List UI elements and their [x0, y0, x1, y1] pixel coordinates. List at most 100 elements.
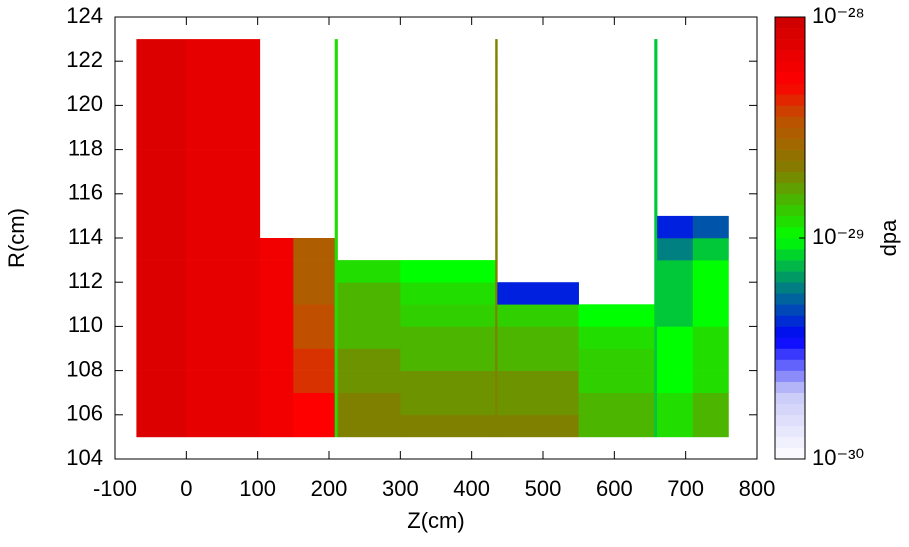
heatmap-cell [654, 83, 658, 106]
y-tick-label: 114 [68, 224, 103, 249]
colorbar-band [775, 94, 805, 106]
heatmap-cell [334, 215, 338, 239]
heatmap-cell [334, 39, 338, 62]
heatmap-cell [495, 149, 498, 172]
heatmap-cell [400, 282, 496, 305]
colorbar-band [775, 249, 805, 261]
colorbar-band [775, 425, 805, 438]
heatmap-cell [495, 127, 498, 150]
heatmap-cell [136, 193, 187, 217]
heatmap-cell [186, 127, 261, 150]
heatmap-cell [186, 260, 261, 283]
x-axis-label: Z(cm) [407, 508, 464, 533]
heatmap-cell [259, 414, 294, 438]
heatmap-cell [692, 215, 729, 239]
colorbar-band [775, 160, 805, 172]
x-tick-label: 600 [596, 476, 633, 501]
heatmap-cell [186, 392, 261, 416]
heatmap-cell [654, 215, 658, 239]
heatmap-cell [136, 348, 187, 371]
heatmap-cell [657, 392, 694, 416]
heatmap-cell [400, 260, 496, 283]
colorbar-band [775, 359, 805, 371]
heatmap-cell [337, 326, 401, 349]
heatmap-cell [657, 326, 694, 349]
heatmap-cell [657, 260, 694, 283]
heatmap-cell [495, 193, 498, 217]
y-tick-label: 122 [66, 47, 103, 72]
colorbar-band [775, 116, 805, 128]
y-tick-label: 124 [66, 3, 103, 28]
heatmap-cell [186, 304, 261, 327]
heatmap-cell [692, 282, 729, 305]
heatmap-cell [334, 238, 338, 261]
heatmap-cell [259, 304, 294, 327]
heatmap-cell [293, 348, 336, 371]
colorbar-band [775, 28, 805, 40]
heatmap-cell [334, 326, 338, 349]
heatmap-cell [578, 392, 655, 416]
heatmap-cell [497, 348, 579, 371]
heatmap-cell [334, 83, 338, 106]
y-axis-label: R(cm) [4, 208, 29, 268]
heatmap-cell [578, 304, 655, 327]
colorbar-band [775, 436, 805, 449]
y-tick-label: 118 [68, 135, 103, 160]
colorbar-band [775, 337, 805, 349]
colorbar-band [775, 260, 805, 272]
heatmap-cell [654, 326, 658, 349]
colorbar-band [775, 61, 805, 73]
heatmap-cell [136, 171, 187, 195]
y-tick-label: 112 [68, 268, 103, 293]
colorbar-band [775, 271, 805, 283]
heatmap-cell [337, 260, 401, 283]
colorbar-band [775, 238, 805, 250]
heatmap-cell [654, 149, 658, 172]
heatmap-cell [654, 260, 658, 283]
heatmap-cell [497, 370, 579, 393]
heatmap-cell [136, 326, 187, 349]
x-tick-label: 800 [739, 476, 776, 501]
heatmap-cell [259, 326, 294, 349]
heatmap-cell [495, 370, 498, 393]
heatmap-cell [692, 414, 729, 438]
heatmap-cell [495, 39, 498, 62]
heatmap-cell [186, 39, 261, 62]
colorbar-band [775, 127, 805, 139]
heatmap-cell [186, 193, 261, 217]
heatmap-cell [578, 414, 655, 438]
colorbar-label: dpa [876, 219, 901, 256]
heatmap-cell [186, 149, 261, 172]
heatmap-cell [495, 238, 498, 261]
colorbar-band [775, 381, 805, 393]
heatmap-cell [657, 282, 694, 305]
heatmap-cell [186, 105, 261, 128]
heatmap-cell [293, 414, 336, 438]
heatmap-cell [654, 304, 658, 327]
heatmap-cell [654, 171, 658, 195]
heatmap-cell [495, 83, 498, 106]
colorbar-band [775, 39, 805, 51]
y-tick-label: 104 [66, 445, 103, 470]
y-tick-label: 116 [68, 180, 103, 205]
heatmap-cell [497, 392, 579, 416]
heatmap-cell [657, 304, 694, 327]
heatmap-cell [692, 348, 729, 371]
heatmap-cell [654, 370, 658, 393]
heatmap-cell [654, 392, 658, 416]
heatmap-cell [136, 39, 187, 62]
y-tick-label: 108 [66, 356, 103, 381]
heatmap-cell [293, 238, 336, 261]
heatmap-cell [136, 105, 187, 128]
colorbar-band [775, 204, 805, 217]
colorbar-band [775, 215, 805, 228]
heatmap-cell [654, 105, 658, 128]
heatmap-cell [337, 392, 401, 416]
colorbar-band [775, 304, 805, 316]
heatmap-cell [136, 149, 187, 172]
heatmap-cell [657, 414, 694, 438]
colorbar-band [775, 392, 805, 405]
heatmap-cell [495, 326, 498, 349]
colorbar-band [775, 403, 805, 416]
heatmap-cell [136, 127, 187, 150]
